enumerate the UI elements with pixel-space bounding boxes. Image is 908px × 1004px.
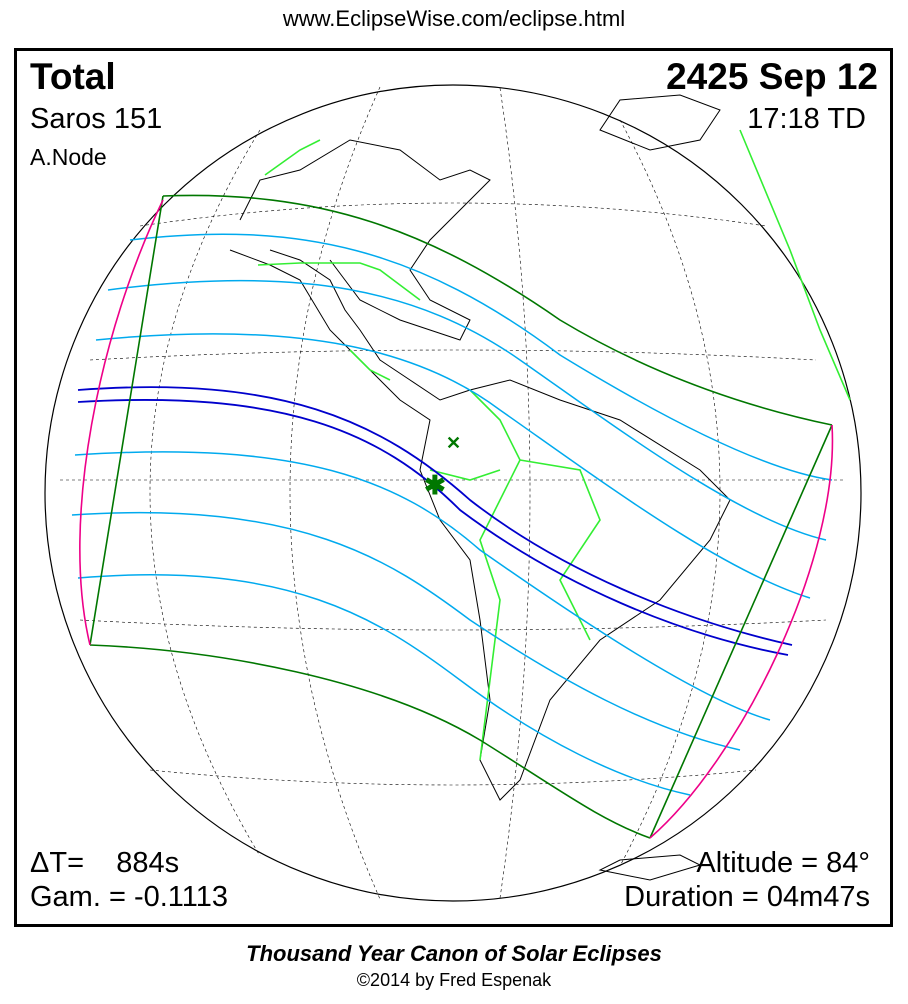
altitude: Altitude = 84° <box>696 847 870 879</box>
canon-title: Thousand Year Canon of Solar Eclipses <box>246 941 662 966</box>
delta-t: ΔT= 884s <box>30 847 180 879</box>
node: A.Node <box>30 144 107 170</box>
rise-set-curves <box>79 199 834 839</box>
subsolar-x-icon: ✕ <box>446 433 461 453</box>
eclipse-time: 17:18 TD <box>747 103 866 135</box>
coastlines <box>229 94 731 881</box>
copyright: ©2014 by Fred Espenak <box>356 970 552 990</box>
globe-outline <box>44 84 862 902</box>
duration: Duration = 04m47s <box>624 881 870 913</box>
umbra-path <box>77 386 793 656</box>
graticule <box>60 86 846 900</box>
greatest-eclipse-star-icon: ✱ <box>424 470 446 500</box>
map-frame <box>14 48 893 927</box>
saros: Saros 151 <box>30 103 163 135</box>
eclipse-type: Total <box>30 56 116 97</box>
gamma: Gam. = -0.1113 <box>30 881 229 913</box>
penumbra-limits <box>89 194 833 839</box>
eclipse-date: 2425 Sep 12 <box>666 56 878 97</box>
political-borders <box>257 129 851 761</box>
url-header: www.EclipseWise.com/eclipse.html <box>282 6 626 31</box>
penumbra-magnitude-lines <box>71 233 833 796</box>
